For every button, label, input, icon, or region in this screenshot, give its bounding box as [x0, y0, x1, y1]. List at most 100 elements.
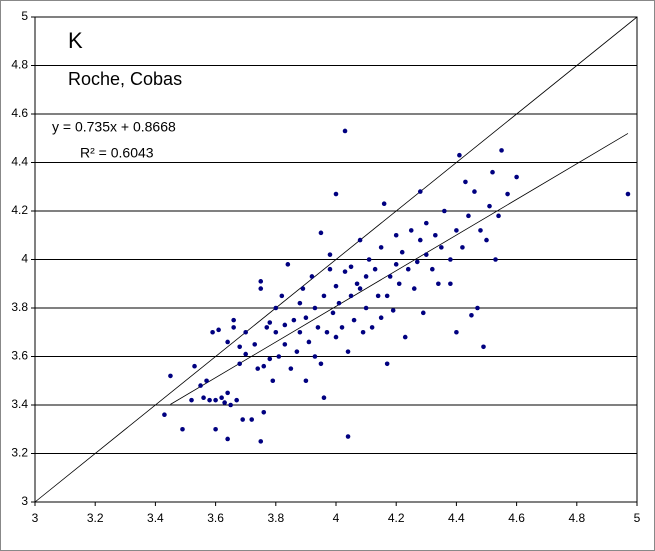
y-tick-label: 4.6 — [11, 106, 28, 120]
point — [475, 305, 480, 311]
point — [219, 395, 224, 401]
point — [493, 257, 498, 262]
x-tick-label: 4.2 — [388, 511, 405, 525]
point — [255, 366, 261, 371]
point — [414, 259, 420, 265]
point — [225, 339, 230, 345]
point — [360, 329, 366, 335]
point — [303, 315, 309, 321]
point — [231, 317, 236, 323]
point — [378, 315, 384, 321]
point — [324, 329, 330, 335]
point — [424, 252, 429, 257]
point — [490, 169, 495, 175]
x-tick-label: 4.6 — [508, 511, 525, 525]
point — [384, 361, 390, 367]
x-tick-label: 3 — [32, 511, 39, 525]
point — [369, 325, 375, 330]
point — [363, 274, 369, 279]
point — [342, 269, 348, 274]
point — [472, 189, 477, 194]
point — [339, 325, 345, 330]
y-tick-label: 3.6 — [11, 349, 28, 363]
point — [225, 390, 230, 396]
point — [387, 274, 393, 279]
point — [505, 191, 510, 197]
point — [180, 426, 185, 432]
point — [327, 266, 333, 272]
x-tick-label: 5 — [634, 511, 641, 525]
point — [225, 436, 230, 442]
point — [439, 245, 444, 250]
point — [309, 274, 315, 279]
point — [297, 300, 303, 306]
point — [258, 286, 264, 291]
point — [282, 342, 288, 347]
point — [442, 208, 447, 214]
point — [454, 329, 459, 335]
point — [366, 257, 372, 262]
point — [237, 361, 242, 367]
x-tick-label: 3.2 — [87, 511, 104, 525]
point — [454, 228, 459, 233]
point — [478, 228, 483, 233]
point — [303, 378, 309, 384]
point — [318, 361, 324, 367]
point — [448, 281, 453, 287]
r-squared: R² = 0.6043 — [80, 145, 154, 161]
point — [363, 305, 369, 311]
x-tick-label: 4 — [333, 511, 340, 525]
point — [168, 373, 173, 379]
point — [288, 366, 294, 371]
point — [327, 252, 333, 257]
point — [396, 281, 402, 287]
point — [463, 179, 468, 185]
point — [204, 378, 209, 384]
point — [393, 262, 399, 267]
point — [393, 232, 399, 238]
point — [372, 266, 378, 272]
point — [312, 354, 318, 359]
point — [399, 249, 405, 255]
point — [297, 329, 303, 335]
point — [321, 293, 327, 299]
point — [345, 434, 351, 439]
point — [300, 286, 306, 291]
x-tick-label: 4.4 — [448, 511, 465, 525]
point — [402, 334, 408, 340]
point — [375, 293, 381, 299]
point — [411, 286, 417, 291]
point — [484, 237, 489, 243]
point — [381, 201, 387, 207]
point — [405, 266, 411, 272]
point — [378, 245, 384, 250]
x-tick-label: 3.4 — [147, 511, 164, 525]
point — [237, 344, 242, 350]
y-tick-label: 4.4 — [11, 155, 28, 169]
chart-subtitle: Roche, Cobas — [68, 69, 182, 89]
point — [294, 349, 300, 354]
point — [273, 329, 279, 335]
y-tick-label: 3.2 — [11, 446, 28, 460]
point — [291, 317, 297, 323]
point — [348, 264, 354, 270]
point — [231, 325, 236, 330]
point — [408, 228, 414, 233]
point — [345, 349, 351, 354]
x-tick-label: 3.8 — [267, 511, 284, 525]
point — [285, 262, 291, 267]
point — [252, 342, 258, 347]
point — [496, 213, 501, 219]
point — [448, 257, 453, 262]
point — [228, 402, 233, 408]
point — [625, 191, 631, 197]
point — [318, 230, 324, 236]
point — [213, 397, 218, 403]
point — [198, 383, 203, 388]
y-tick-label: 4 — [21, 252, 28, 266]
point — [276, 354, 282, 359]
point — [264, 325, 270, 330]
point — [243, 329, 248, 335]
